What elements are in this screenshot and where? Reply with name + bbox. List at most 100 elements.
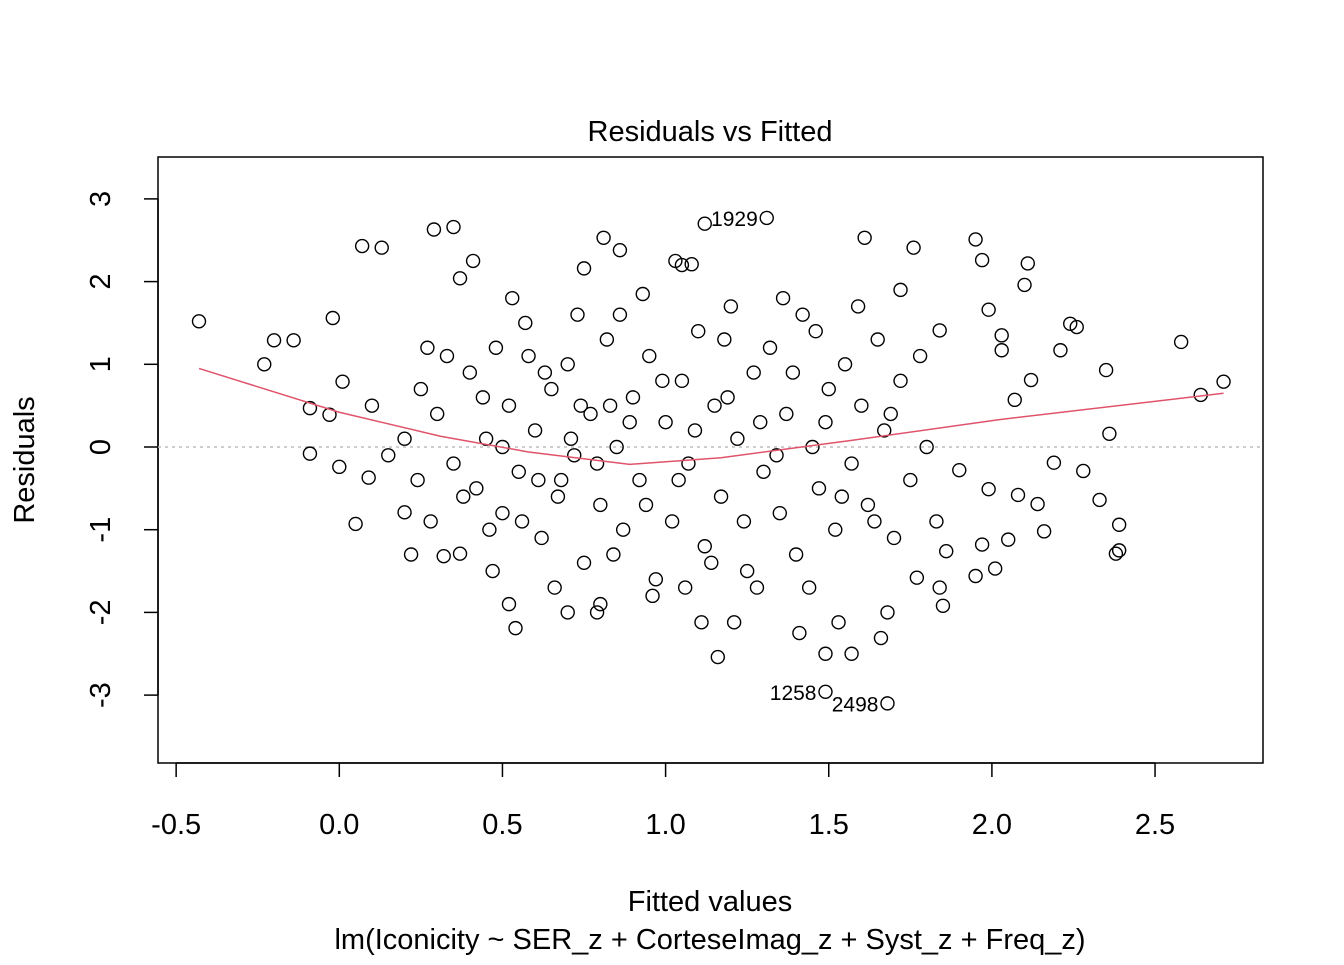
y-tick-label: -3 (85, 682, 117, 708)
y-tick-label: -1 (85, 517, 117, 543)
data-point (567, 448, 582, 463)
data-point (880, 696, 895, 711)
data-point (576, 261, 592, 276)
data-point (1098, 362, 1114, 378)
data-point (1111, 543, 1127, 558)
data-point (332, 459, 347, 475)
data-point (929, 514, 944, 529)
data-point (873, 630, 889, 646)
data-point (759, 210, 774, 226)
data-point (257, 357, 272, 372)
data-point (403, 547, 419, 562)
data-point (478, 431, 494, 446)
chart-title: Residuals vs Fitted (588, 116, 833, 148)
data-point (831, 615, 846, 630)
point-labels: 1929 1258 2498 (711, 208, 878, 716)
data-point (857, 230, 872, 245)
data-point (772, 505, 788, 521)
data-point (456, 489, 471, 504)
data-point (1010, 487, 1026, 503)
data-point (717, 332, 732, 347)
data-point (1069, 319, 1084, 335)
data-point (423, 514, 438, 529)
data-point (302, 446, 318, 461)
data-point (576, 555, 592, 570)
data-point (779, 406, 794, 422)
data-point (713, 489, 729, 504)
chart-subtitle: lm(Iconicity ~ SER_z + CorteseImag_z + S… (334, 924, 1085, 956)
x-tick-label: 0.5 (482, 809, 522, 841)
data-point (756, 464, 771, 480)
data-point (720, 390, 735, 405)
data-point (518, 315, 533, 331)
data-point (1036, 524, 1052, 539)
data-point (446, 456, 461, 471)
data-point (615, 522, 631, 537)
data-point (1001, 532, 1016, 547)
data-point (354, 238, 370, 254)
data-point (844, 646, 859, 661)
data-point (573, 398, 588, 413)
data-point (348, 516, 363, 532)
data-point (697, 216, 712, 231)
data-point (609, 439, 624, 455)
data-point (860, 497, 876, 513)
data-point (452, 271, 468, 286)
data-point (883, 406, 898, 422)
data-point (818, 414, 833, 430)
data-point (877, 423, 892, 438)
data-point (495, 439, 510, 455)
data-point (912, 348, 928, 364)
data-point (1007, 392, 1022, 408)
data-point (563, 431, 579, 446)
data-point (844, 456, 859, 471)
data-point (429, 406, 445, 422)
data-point (726, 615, 742, 630)
data-point (635, 286, 650, 302)
data-point (1111, 517, 1127, 532)
data-point (446, 219, 461, 235)
x-tick-label: -0.5 (151, 809, 201, 841)
data-point (521, 348, 536, 364)
data-point (325, 310, 340, 326)
data-point (593, 497, 608, 513)
data-point (397, 505, 412, 520)
data-point (589, 456, 605, 471)
data-point (867, 514, 882, 529)
data-point (1173, 334, 1189, 350)
data-point (482, 522, 497, 537)
data-point (531, 472, 546, 488)
x-axis-label: Fitted values (628, 886, 792, 918)
data-point (658, 414, 673, 430)
data-point (749, 580, 765, 595)
data-point (560, 605, 575, 620)
data-point (681, 456, 696, 471)
point-label: 2498 (832, 693, 879, 716)
data-point (775, 290, 791, 306)
data-point (730, 431, 745, 446)
data-point (684, 257, 699, 272)
data-point (968, 232, 983, 247)
data-point (821, 381, 836, 397)
y-tick-label: 1 (85, 356, 117, 372)
data-point (753, 414, 768, 430)
data-point (1053, 343, 1068, 358)
data-point (589, 605, 605, 620)
data-point (981, 481, 996, 497)
data-point (547, 580, 562, 595)
smooth-trend-line (198, 367, 1224, 466)
data-point (1102, 426, 1117, 441)
y-axis: -3 -2 -1 0 1 2 3 (85, 191, 159, 708)
data-point (932, 580, 947, 595)
data-point (410, 472, 425, 488)
data-point (322, 407, 337, 422)
data-point (1092, 492, 1107, 508)
data-point (818, 684, 833, 699)
data-point (674, 373, 690, 389)
data-point (534, 530, 549, 546)
data-point (374, 240, 389, 255)
data-point (828, 522, 843, 537)
data-point (704, 555, 719, 570)
data-point (671, 472, 686, 488)
data-point (987, 561, 1003, 576)
